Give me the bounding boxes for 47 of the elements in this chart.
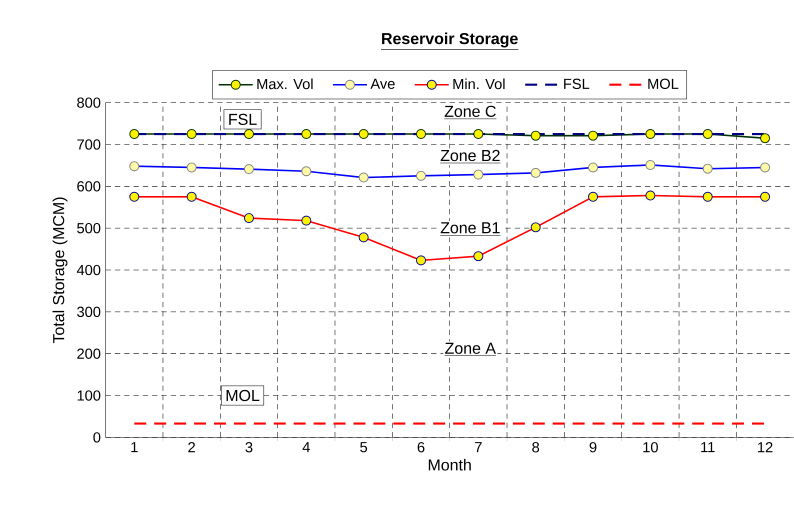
x-tick-label: 6	[418, 442, 424, 452]
legend-label: Min. Vol	[453, 78, 505, 90]
annotation: MOL	[226, 390, 260, 402]
x-tick-label: 3	[245, 442, 252, 452]
annotation: Zone A	[445, 342, 496, 354]
annotation: Zone B1	[440, 222, 500, 234]
y-tick-label: 400	[76, 264, 100, 276]
y-tick-label: 300	[77, 306, 100, 317]
legend-label: FSL	[564, 78, 590, 89]
annotation: Zone C	[444, 106, 496, 117]
point	[416, 128, 426, 139]
y-tick-label: 800	[77, 97, 100, 108]
point	[530, 130, 541, 141]
x-tick-label: 5	[360, 442, 368, 452]
x-tick-label: 7	[475, 442, 482, 452]
annotation: Zone B2	[440, 150, 500, 162]
y-tick-label: 100	[78, 390, 100, 401]
y-tick-label: 500	[77, 222, 100, 234]
x-tick-label: 2	[188, 442, 195, 452]
x-tick-label: 1	[131, 442, 138, 452]
point	[186, 128, 197, 139]
chart-title: Reservoir Storage	[382, 32, 518, 48]
point	[645, 128, 656, 139]
legend-label: Ave	[370, 78, 395, 89]
x-tick-label: 10	[643, 442, 658, 452]
y-tick-label: 200	[77, 348, 100, 359]
point	[129, 128, 140, 139]
x-tick-label: 12	[758, 442, 772, 452]
point	[760, 133, 770, 144]
point	[588, 130, 598, 141]
legend-label: MOL	[648, 78, 678, 89]
x-tick-label: 4	[302, 442, 310, 452]
x-tick-label: 8	[532, 442, 540, 452]
y-tick-label: 0	[93, 432, 100, 442]
x-axis-title: Month	[428, 458, 471, 471]
point	[358, 128, 369, 139]
y-tick-label: 700	[77, 139, 100, 150]
point	[244, 128, 254, 139]
annotation: FSL	[229, 114, 257, 125]
y-axis-title: Total Storage (MCM)	[52, 197, 68, 344]
x-tick-label: 11	[701, 442, 715, 452]
legend-label: Max. Vol	[257, 78, 313, 90]
point	[301, 128, 312, 139]
point	[702, 128, 713, 139]
y-tick-label: 600	[77, 181, 100, 192]
x-tick-label: 9	[590, 442, 596, 452]
point	[473, 128, 484, 139]
